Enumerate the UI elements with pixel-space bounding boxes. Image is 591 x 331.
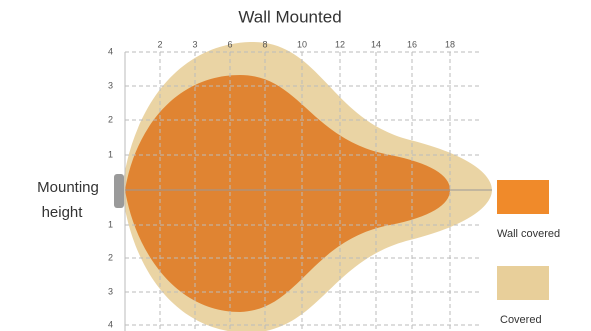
wall-covered-area [125, 75, 450, 312]
top-label: 12 [335, 39, 345, 49]
title: Wall Mounted [238, 7, 341, 26]
side-label: 3 [108, 286, 113, 296]
side-label: 4 [108, 319, 113, 329]
top-label: 2 [157, 39, 162, 49]
top-label: 3 [192, 39, 197, 49]
side-label: 2 [108, 114, 113, 124]
side-label: 1 [108, 149, 113, 159]
side-label: 1 [108, 219, 113, 229]
top-label: 10 [297, 39, 307, 49]
grid-overlay [124, 51, 480, 331]
top-label: 16 [407, 39, 417, 49]
legend-swatch [497, 266, 549, 300]
legend-swatch [497, 180, 549, 214]
wall-marker [114, 174, 124, 208]
top-label: 14 [371, 39, 381, 49]
legend-label: Covered [500, 314, 542, 326]
mounting-label: Mounting [37, 179, 99, 196]
side-label: 3 [108, 80, 113, 90]
top-label: 18 [445, 39, 455, 49]
side-label: 2 [108, 252, 113, 262]
top-label: 8 [262, 39, 267, 49]
top-label: 6 [227, 39, 232, 49]
mounting-label: height [42, 204, 84, 221]
side-label: 4 [108, 46, 113, 56]
legend-label: Wall covered [497, 228, 560, 240]
